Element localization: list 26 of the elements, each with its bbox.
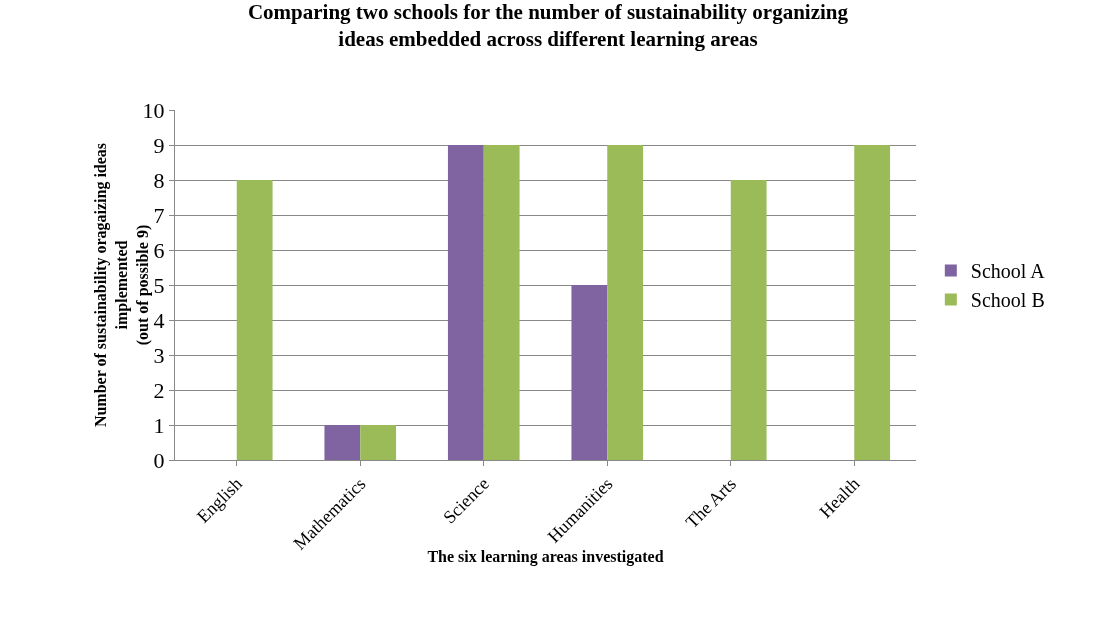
chart-title: Comparing two schools for the number of sustainability organizing ideas embedded across different learning areas [247, 0, 849, 51]
legend-label: School B [970, 289, 1045, 312]
bar [324, 425, 361, 460]
bar [571, 285, 608, 460]
y-tick-label: 1 [153, 412, 165, 438]
bar [236, 180, 273, 460]
bar [607, 145, 644, 460]
y-tick-label: 8 [153, 167, 165, 193]
y-tick-label: 6 [153, 237, 165, 263]
bar [854, 145, 891, 460]
bar [730, 180, 767, 460]
y-tick-label: 9 [153, 132, 165, 158]
y-tick-label: 7 [153, 202, 165, 228]
y-tick-label: 0 [153, 447, 165, 473]
bar [483, 145, 520, 460]
y-axis-title: Number of sustainability oragaizing ideas implemented (out of possible 9) [92, 142, 152, 428]
y-tick-label: 2 [153, 377, 165, 403]
x-axis-title: The six learning areas investigated [427, 548, 664, 567]
bar [360, 425, 397, 460]
y-tick-label: 3 [153, 342, 165, 368]
y-tick-label: 4 [153, 307, 165, 333]
bar [447, 145, 484, 460]
y-tick-label: 5 [153, 272, 165, 298]
y-tick-label: 10 [142, 97, 165, 123]
x-tick-label: The Arts [681, 473, 740, 532]
legend-label: School A [970, 260, 1046, 283]
